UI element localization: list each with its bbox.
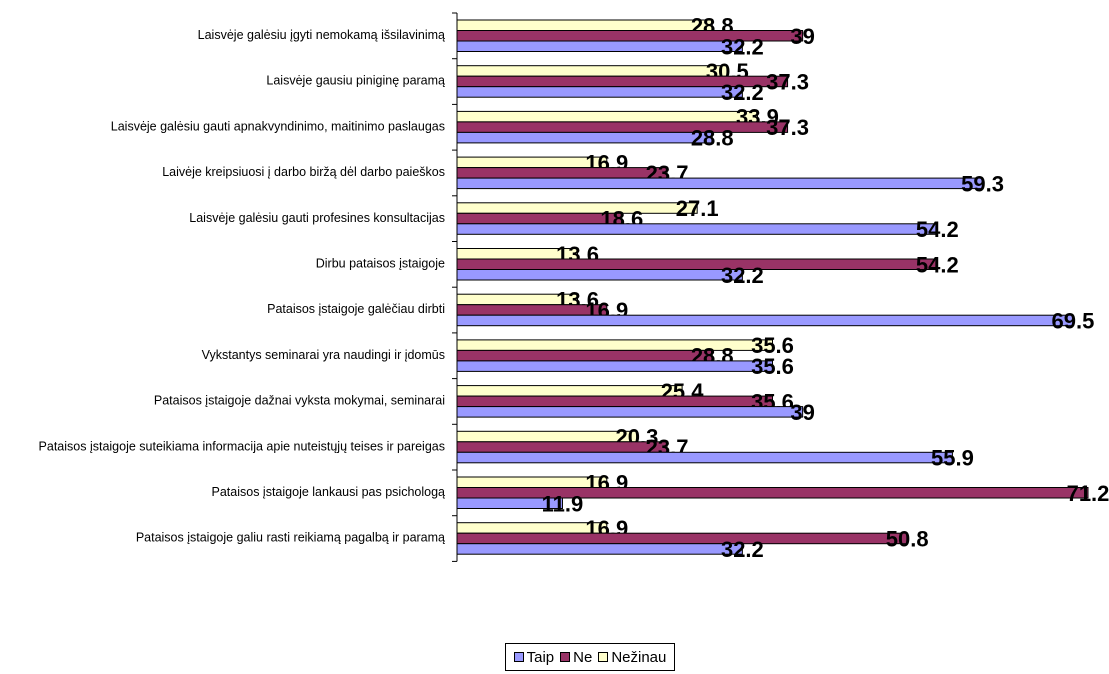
bar-nezinau bbox=[456, 110, 758, 123]
bar-taip bbox=[456, 86, 743, 98]
bar-nezinau bbox=[456, 430, 638, 443]
data-label-taip: 39 bbox=[790, 400, 814, 425]
bar-ne bbox=[456, 441, 668, 453]
data-label-ne: 71.2 bbox=[1067, 481, 1109, 506]
data-label-ne: 39 bbox=[790, 24, 814, 49]
bar-ne bbox=[456, 487, 1089, 499]
category-label: Laisvėje galėsiu įgyti nemokamą išsilavi… bbox=[198, 28, 445, 42]
legend-swatch-nezinau bbox=[598, 652, 609, 662]
category-label: Laisvėje galėsiu gauti apnakvyndinimo, m… bbox=[111, 119, 445, 133]
data-label-nezinau: 35.6 bbox=[751, 333, 794, 358]
category-label: Laisvėje galėsiu gauti profesines konsul… bbox=[189, 211, 445, 225]
bar-ne bbox=[456, 532, 908, 545]
category-label: Laisvėje gausiu piniginę paramą bbox=[266, 74, 445, 88]
data-label-ne: 54.2 bbox=[916, 252, 959, 277]
legend-swatch-ne bbox=[560, 652, 571, 662]
data-label-taip: 32.2 bbox=[721, 263, 764, 288]
bar-ne bbox=[456, 395, 773, 408]
bar-ne bbox=[456, 304, 608, 316]
category-label: Pataisos įstaigoje lankausi pas psicholo… bbox=[212, 485, 446, 499]
data-label-taip: 35.6 bbox=[751, 354, 794, 379]
bar-ne bbox=[456, 121, 789, 133]
bar-taip bbox=[456, 223, 938, 235]
category-label: Vykstantys seminarai yra naudingi ir įdo… bbox=[202, 348, 445, 362]
bar-nezinau bbox=[456, 156, 608, 169]
category-label: Laivėje kreipsiuosi į darbo biržą dėl da… bbox=[162, 165, 445, 179]
data-label-taip: 69.5 bbox=[1052, 308, 1095, 333]
bar-chart: Laisvėje galėsiu įgyti nemokamą išsilavi… bbox=[39, 12, 1109, 562]
bar-taip bbox=[456, 131, 713, 144]
category-label: Pataisos įstaigoje galėčiau dirbti bbox=[267, 302, 445, 316]
bar-taip bbox=[456, 497, 563, 509]
category-label: Pataisos įstaigoje galiu rasti reikiamą … bbox=[136, 531, 445, 545]
legend-item-ne: Ne bbox=[560, 649, 592, 666]
bar-ne bbox=[456, 212, 623, 225]
bar-taip bbox=[456, 360, 773, 372]
legend-label-ne: Ne bbox=[573, 648, 593, 666]
data-label-ne: 37.3 bbox=[766, 69, 809, 94]
bar-nezinau bbox=[456, 19, 713, 31]
bar-taip bbox=[456, 543, 743, 555]
bar-ne bbox=[456, 258, 938, 270]
bar-nezinau bbox=[456, 385, 683, 397]
chart-legend: Taip Ne Nežinau bbox=[505, 643, 675, 671]
data-label-taip: 55.9 bbox=[931, 446, 974, 471]
bar-taip bbox=[456, 451, 953, 464]
bar-nezinau bbox=[456, 522, 608, 534]
bar-taip bbox=[456, 177, 984, 190]
data-label-taip: 11.9 bbox=[542, 491, 584, 516]
bar-taip bbox=[456, 269, 743, 281]
bar-nezinau bbox=[456, 65, 728, 77]
data-label-taip: 28.8 bbox=[691, 126, 734, 151]
data-label-taip: 59.3 bbox=[961, 171, 1004, 196]
bar-taip bbox=[456, 314, 1074, 327]
legend-swatch-taip bbox=[513, 652, 524, 662]
category-label: Dirbu pataisos įstaigoje bbox=[316, 257, 445, 271]
legend-label-nezinau: Nežinau bbox=[611, 648, 667, 666]
data-label-taip: 32.2 bbox=[721, 537, 764, 562]
bar-taip bbox=[456, 406, 804, 418]
bar-ne bbox=[456, 349, 713, 362]
category-label: Pataisos įstaigoje dažnai vyksta mokymai… bbox=[154, 394, 445, 408]
data-label-taip: 32.2 bbox=[721, 80, 764, 105]
bar-nezinau bbox=[456, 202, 698, 214]
bar-ne bbox=[456, 167, 668, 179]
data-label-taip: 54.2 bbox=[916, 217, 959, 242]
legend-label-taip: Taip bbox=[526, 648, 555, 666]
bar-nezinau bbox=[456, 476, 608, 488]
data-label-nezinau: 27.1 bbox=[676, 196, 719, 221]
data-label-taip: 32.2 bbox=[721, 34, 764, 59]
category-label: Pataisos įstaigoje suteikiama informacij… bbox=[39, 439, 445, 453]
legend-item-taip: Taip bbox=[513, 648, 555, 666]
data-label-ne: 37.3 bbox=[766, 115, 809, 140]
bar-taip bbox=[456, 40, 743, 52]
legend-item-nezinau: Nežinau bbox=[598, 649, 666, 666]
data-label-ne: 50.8 bbox=[886, 526, 929, 551]
